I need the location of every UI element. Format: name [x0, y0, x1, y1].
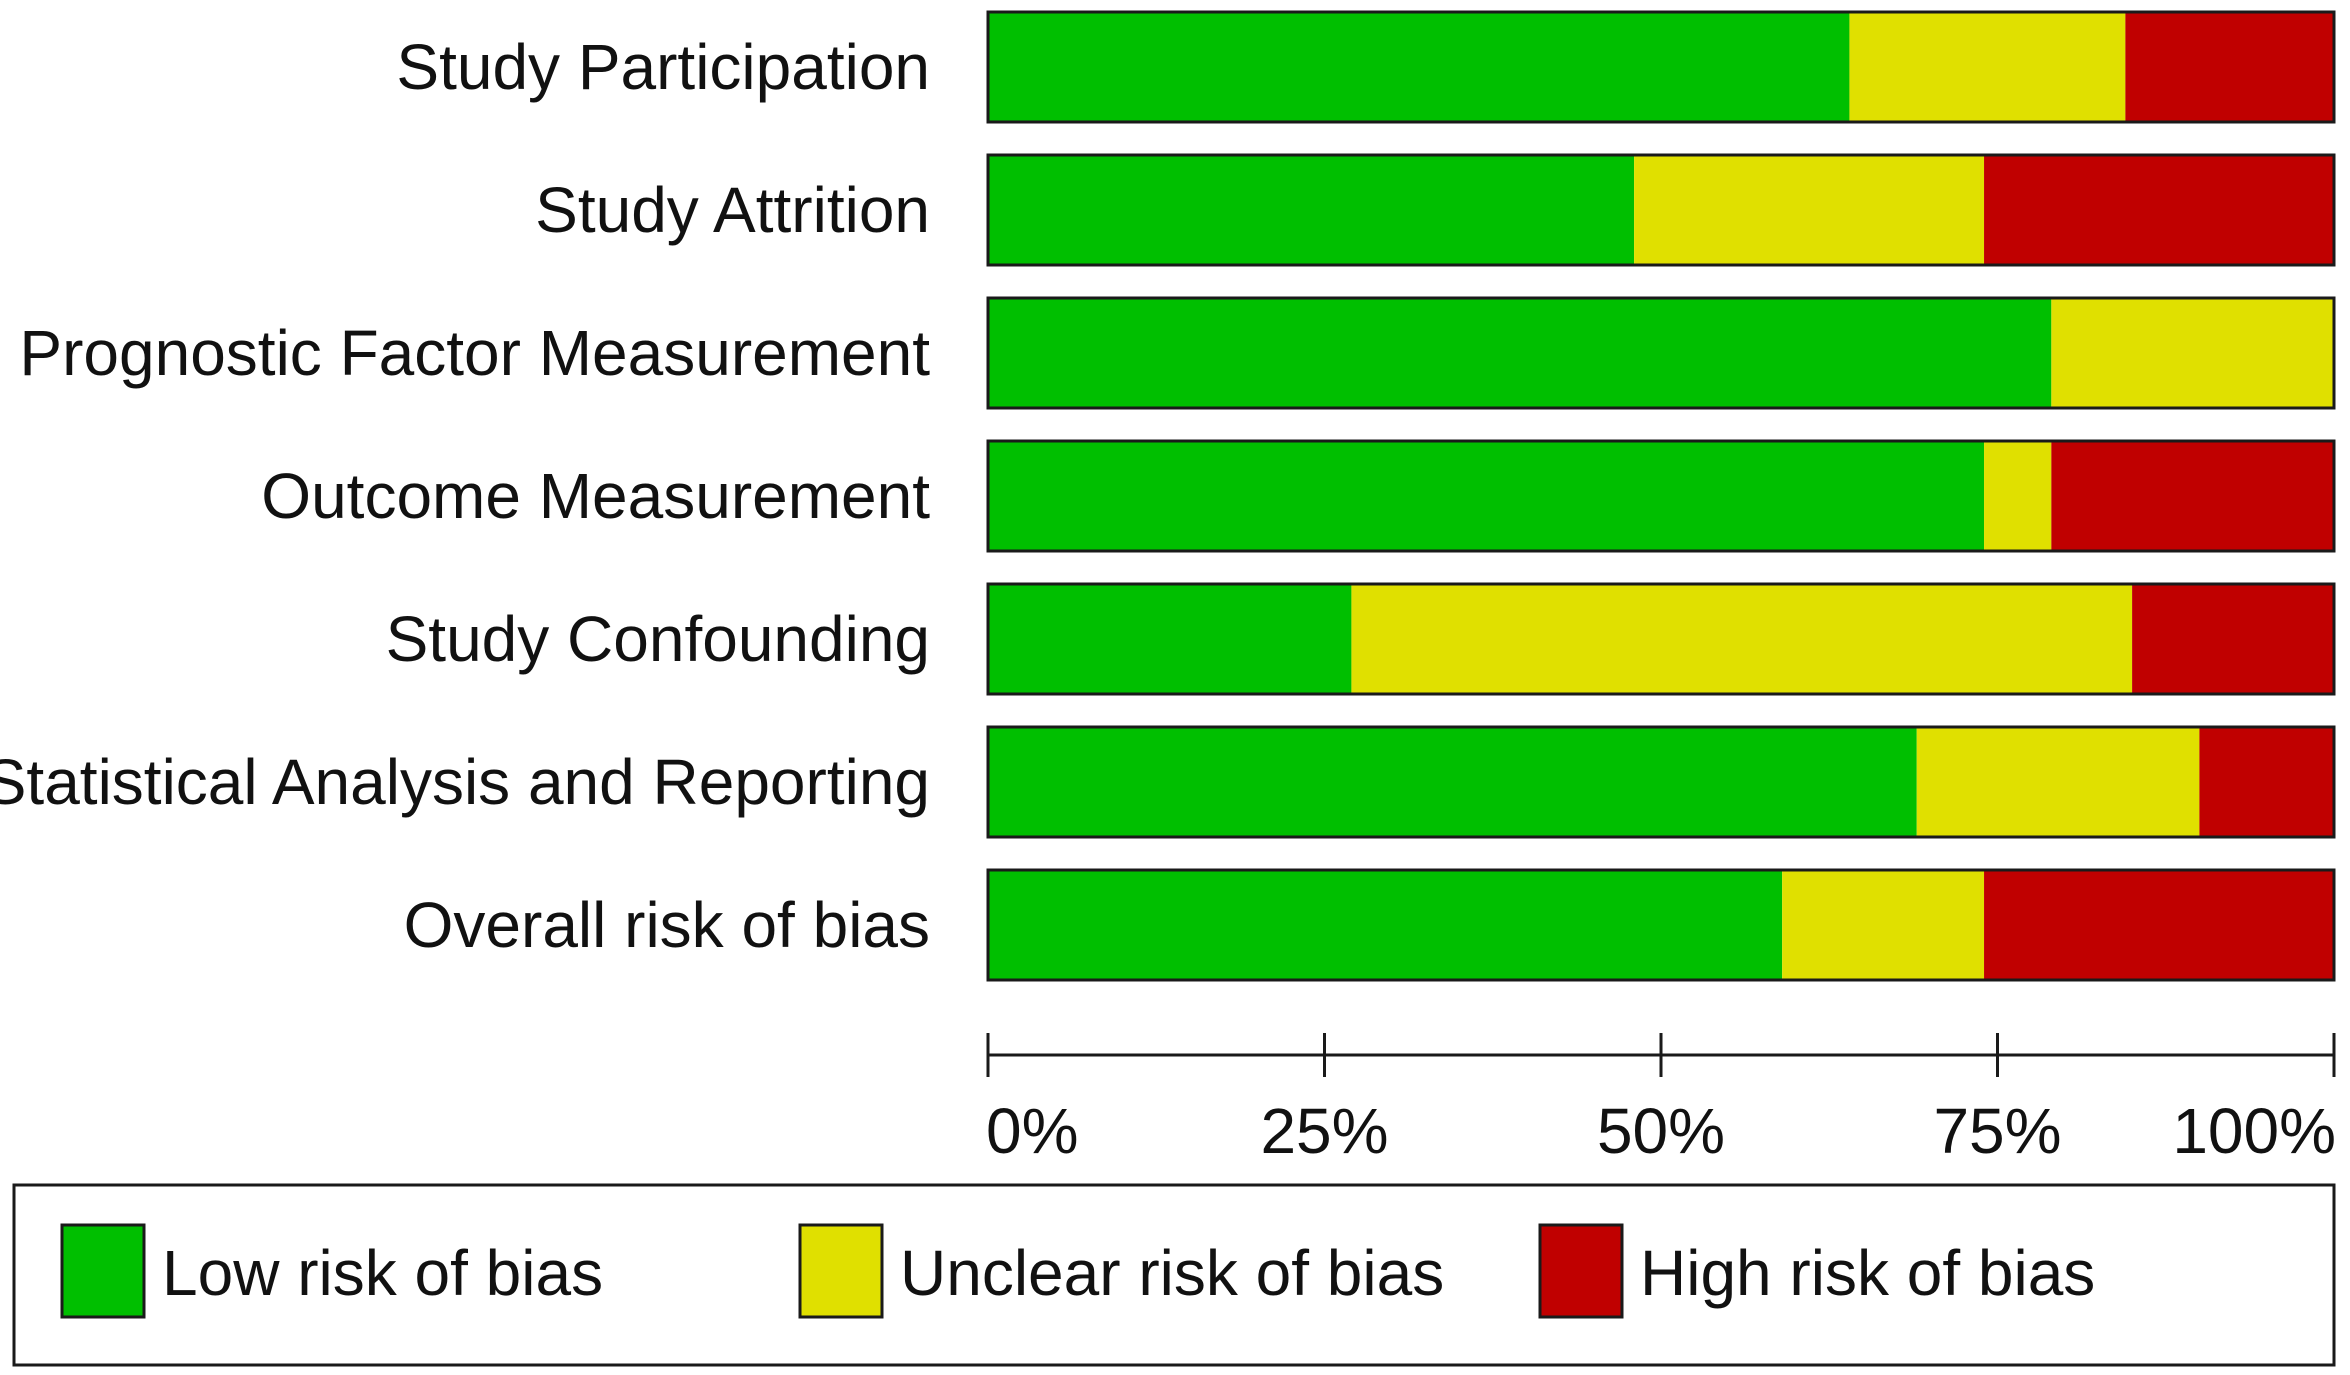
legend-label: High risk of bias: [1640, 1237, 2095, 1309]
x-tick-label: 100%: [2172, 1095, 2336, 1167]
bar-segment-unclear: [1351, 584, 2133, 694]
bar-segment-high: [1984, 155, 2334, 265]
bar-segment-low: [988, 584, 1352, 694]
bar-segment-low: [988, 441, 1985, 551]
bar-outline: [986, 582, 2336, 696]
bar-segment-unclear: [2051, 298, 2334, 408]
legend-swatch: [798, 1223, 884, 1319]
bar-segment-unclear: [1984, 441, 2052, 551]
legend-swatch: [60, 1223, 146, 1319]
category-label: Overall risk of bias: [404, 889, 930, 961]
x-tick-label: 25%: [1260, 1095, 1388, 1167]
legend-label: Low risk of bias: [162, 1237, 603, 1309]
bar-segment-low: [988, 870, 1783, 980]
x-tick-label: 75%: [1933, 1095, 2061, 1167]
bar-segment-high: [2199, 727, 2334, 837]
legend-swatch: [1538, 1223, 1624, 1319]
bar-outline: [986, 296, 2336, 410]
x-tick-label: 50%: [1597, 1095, 1725, 1167]
bar-segment-low: [988, 298, 2052, 408]
bar-outline: [986, 868, 2336, 982]
category-label: Study Confounding: [386, 603, 930, 675]
category-label: Study Participation: [396, 31, 930, 103]
bar-segment-low: [988, 12, 1850, 122]
legend-label: Unclear risk of bias: [900, 1237, 1444, 1309]
bar-segment-high: [1984, 870, 2334, 980]
bar-segment-unclear: [1916, 727, 2200, 837]
legend: Low risk of bias Unclear risk of bias High…: [12, 1183, 2336, 1367]
bar-segment-high: [2132, 584, 2334, 694]
bars-layer: [986, 10, 2336, 982]
bar-segment-low: [988, 155, 1635, 265]
x-axis: 0% 25% 50% 75% 100%: [986, 1033, 2336, 1167]
bar-segment-unclear: [1782, 870, 1985, 980]
bar-segment-high: [2051, 441, 2334, 551]
category-labels: Study Participation Study Attrition Progno…: [0, 31, 930, 961]
bar-segment-low: [988, 727, 1917, 837]
category-label: Statistical Analysis and Reporting: [0, 746, 930, 818]
bar-outline: [986, 10, 2336, 124]
category-label: Outcome Measurement: [261, 460, 930, 532]
bar-outline: [986, 439, 2336, 553]
category-label: Study Attrition: [535, 174, 930, 246]
category-label: Prognostic Factor Measurement: [19, 317, 930, 389]
legend-box: [12, 1183, 2336, 1367]
bar-outline: [986, 725, 2336, 839]
bar-segment-unclear: [1634, 155, 1985, 265]
bar-outline: [986, 153, 2336, 267]
bar-segment-unclear: [1849, 12, 2126, 122]
bar-segment-high: [2125, 12, 2334, 122]
x-tick-label: 0%: [986, 1095, 1079, 1167]
